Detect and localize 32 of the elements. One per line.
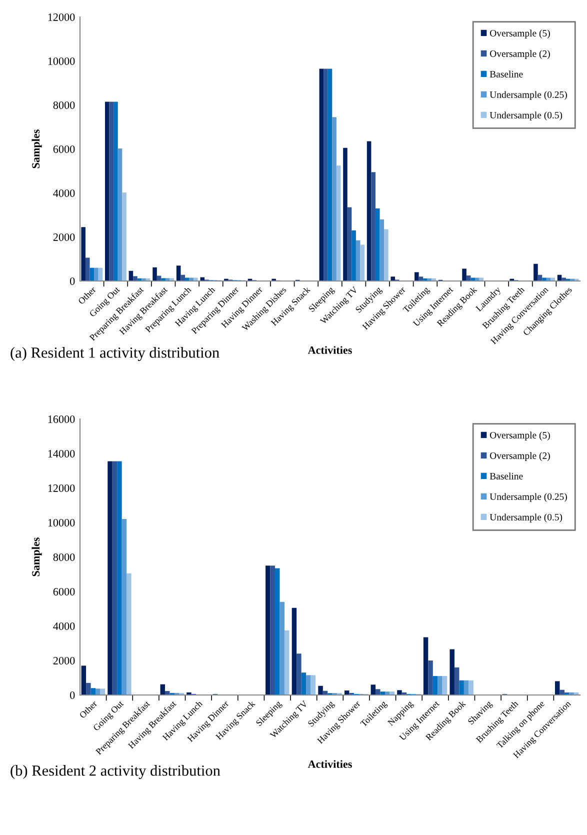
legend-label: Undersample (0.5) [490, 112, 562, 120]
legend-label: Undersample (0.25) [490, 91, 567, 100]
y-tick-label: 0 [70, 277, 75, 285]
y-tick-label: 4000 [53, 189, 75, 197]
y-tick-label: 12000 [48, 13, 75, 21]
x-axis-title: Activities [308, 760, 352, 768]
y-tick-label: 16000 [48, 415, 75, 423]
legend-label: Undersample (0.25) [490, 493, 567, 502]
y-tick-label: 10000 [48, 518, 75, 526]
legend-label: Undersample (0.5) [490, 514, 562, 522]
legend-label: Oversample (5) [490, 432, 550, 440]
legend-label: Oversample (2) [490, 452, 550, 461]
legend-label: Baseline [490, 472, 523, 480]
y-tick-label: 2000 [53, 656, 75, 664]
legend-label: Oversample (5) [490, 30, 550, 38]
y-tick-label: 8000 [53, 101, 75, 109]
x-axis-title: Activities [308, 346, 352, 354]
y-axis-title: Samples [32, 130, 42, 168]
y-tick-label: 0 [70, 691, 75, 699]
y-tick-label: 10000 [48, 57, 75, 65]
y-tick-label: 4000 [53, 622, 75, 630]
text: (b) Resident 2 activity distribution [10, 765, 220, 779]
y-tick-label: 12000 [48, 484, 75, 492]
legend-label: Baseline [490, 70, 523, 78]
legend-label: Oversample (2) [490, 50, 550, 59]
y-tick-label: 6000 [53, 588, 75, 596]
y-axis-title: Samples [32, 538, 42, 576]
y-tick-label: 8000 [53, 553, 75, 561]
text: (a) Resident 1 activity distribution [10, 347, 220, 361]
y-tick-label: 2000 [53, 233, 75, 241]
y-tick-label: 14000 [48, 450, 75, 458]
y-tick-label: 6000 [53, 145, 75, 153]
